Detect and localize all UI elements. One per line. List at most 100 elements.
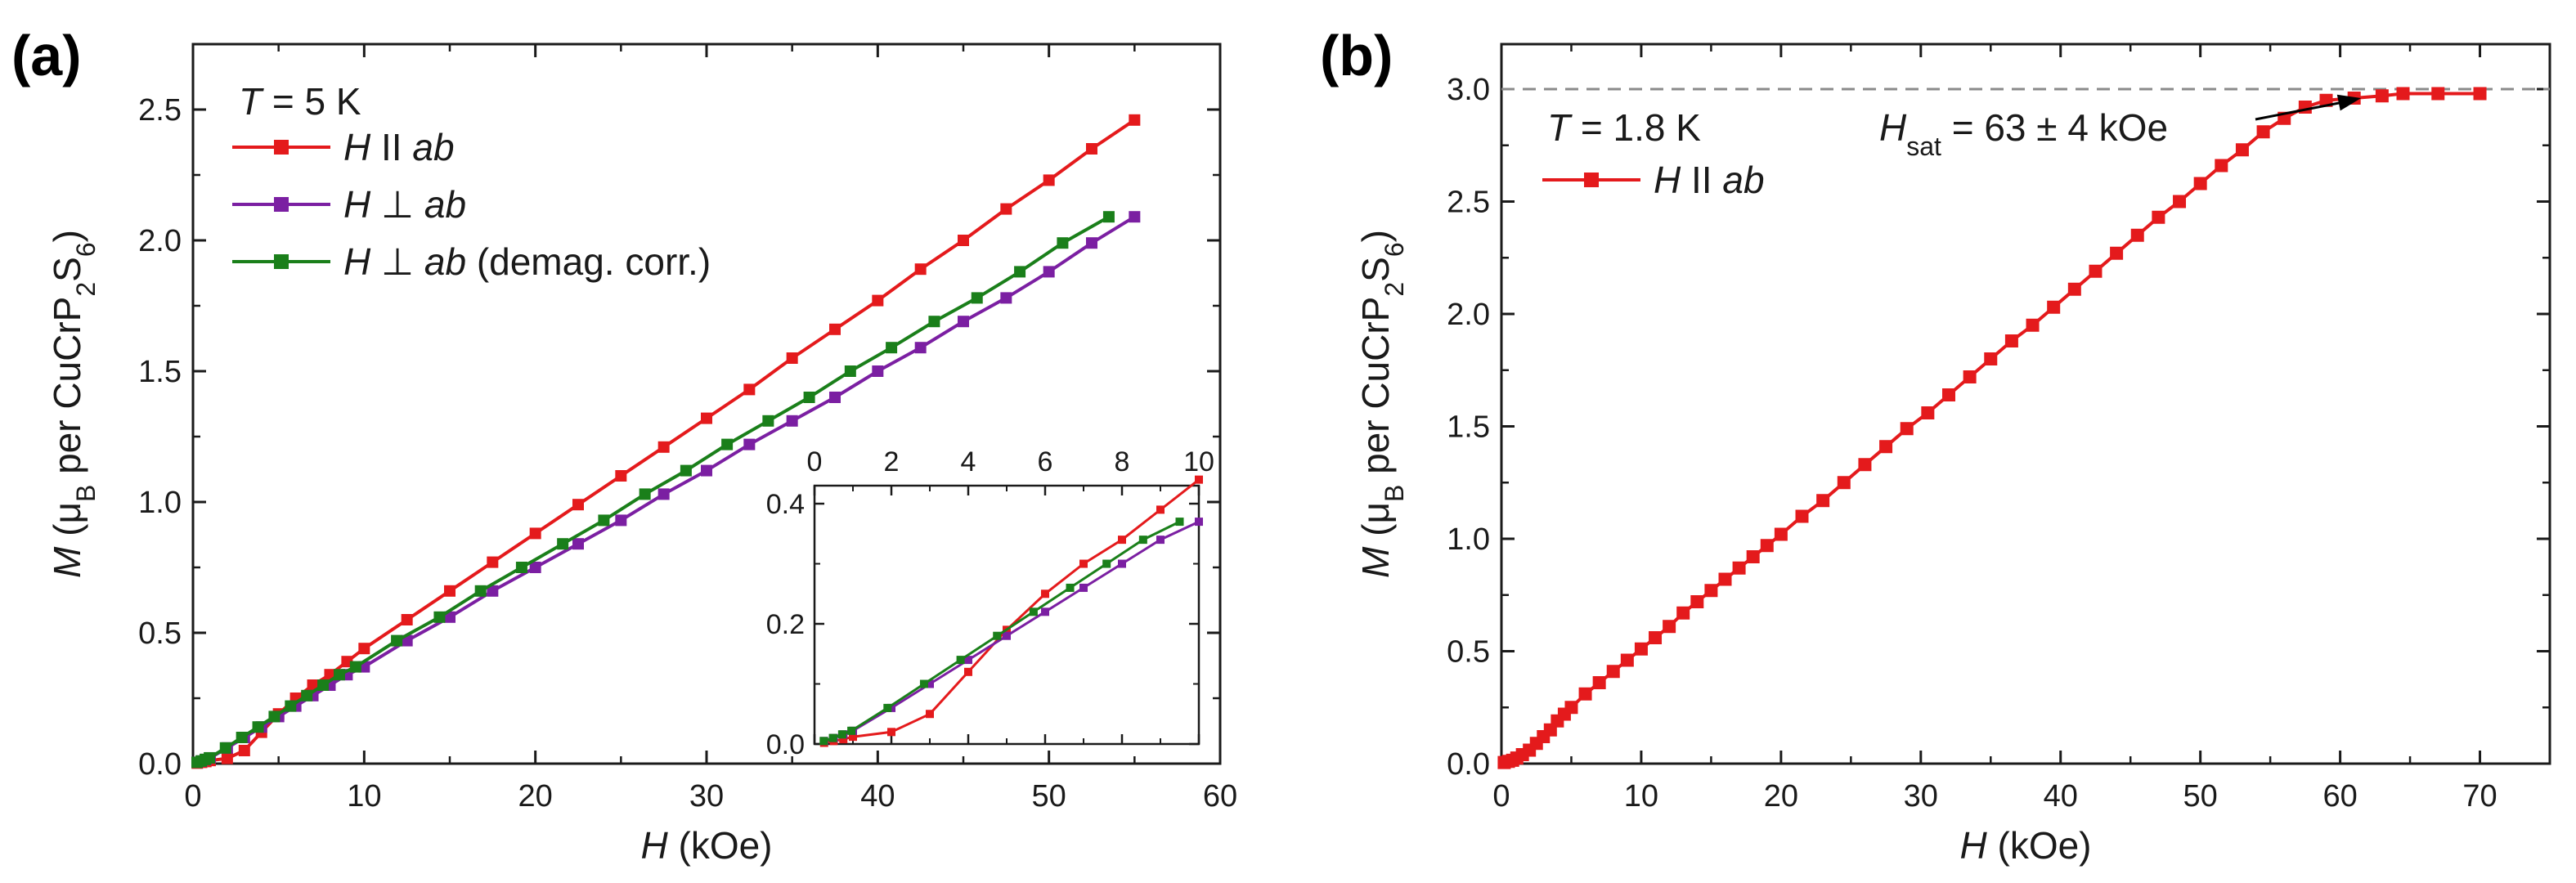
panel-b-series-marker-0 (1774, 527, 1788, 541)
panel-b-series-marker-0 (2152, 210, 2165, 224)
panel-b-series-marker-0 (1606, 665, 1620, 679)
panel-b-series-marker-0 (2110, 246, 2124, 260)
panel-a-series-marker-1 (1086, 237, 1097, 249)
panel-a-series-marker-2 (1057, 237, 1069, 249)
panel-a-inset-xtick-label: 4 (961, 446, 976, 477)
panel-b-series-marker-0 (1578, 687, 1592, 701)
panel-a-series-marker-2 (301, 689, 313, 701)
panel-a-inset-series-marker-2 (1066, 583, 1075, 592)
panel-a-inset-series-marker-2 (993, 631, 1002, 640)
panel-a-series-marker-2 (204, 751, 216, 764)
panel-a-series-marker-1 (958, 316, 969, 328)
panel-b-series-marker-0 (1746, 550, 1760, 563)
panel-b-series-marker-0 (1900, 422, 1914, 436)
panel-a-series-marker-2 (1014, 266, 1026, 278)
panel-b-axes-frame (1500, 43, 2551, 765)
panel-b-series-marker-0 (2473, 87, 2487, 101)
panel-a-series-marker-2 (639, 488, 651, 500)
panel-a-temperature-label: T = 5 K (239, 80, 361, 123)
panel-a-inset-series-marker-0 (1156, 505, 1165, 514)
panel-a-inset-series-marker-2 (819, 737, 828, 746)
panel-b-series-marker-0 (2089, 264, 2103, 278)
panel-a-series-marker-1 (1129, 211, 1141, 223)
panel-a-series-marker-0 (401, 614, 413, 625)
panel-b-ytick-label: 1.5 (1447, 410, 1490, 445)
panel-a-series-marker-0 (872, 294, 884, 307)
panel-a-legend-label-0: H II ab (343, 126, 455, 168)
panel-b-series-marker-0 (1984, 352, 1998, 365)
panel-a-series-marker-2 (928, 316, 940, 328)
panel-a-series-marker-0 (487, 556, 499, 568)
panel-a-xtick-label: 60 (1203, 779, 1237, 814)
panel-a-series-marker-2 (844, 365, 856, 377)
panel-a-series-marker-1 (487, 585, 499, 597)
panel-a-inset: 0 2 4 6 8 10 0.0 0.2 0.4 (766, 446, 1214, 760)
panel-b-ytick-label: 2.0 (1447, 298, 1490, 332)
panel-a-series-marker-1 (572, 538, 584, 550)
panel-a-inset-series-marker-0 (849, 733, 857, 742)
panel-a-legend-marker-1 (274, 197, 289, 212)
panel-a-xtick-label: 20 (518, 779, 553, 814)
panel-b-series-marker-0 (1634, 642, 1648, 656)
panel-a-inset-xtick-label: 8 (1115, 446, 1130, 477)
panel-a-series-marker-0 (615, 470, 627, 482)
panel-a-series-marker-2 (219, 742, 231, 754)
panel-a-series-marker-2 (391, 634, 403, 647)
panel-b-series-marker-0 (1718, 572, 1732, 586)
panel-b-series-marker-0 (1732, 561, 1746, 575)
panel-a-series-marker-2 (515, 562, 527, 573)
panel-a-ytick-label: 1.0 (138, 486, 182, 520)
panel-b-series-marker-0 (2375, 89, 2389, 103)
panel-b-series-marker-0 (2256, 125, 2270, 139)
panel-b-series-marker-0 (2173, 195, 2187, 208)
panel-a-series-marker-0 (238, 745, 250, 756)
panel-a-series-marker-2 (803, 392, 815, 403)
panel-a-inset-series-marker-1 (1003, 631, 1011, 640)
panel-b-series-marker-0 (1592, 676, 1606, 689)
panel-a-inset-ytick-label: 0.4 (766, 489, 805, 520)
panel-a-series-marker-0 (1129, 114, 1141, 126)
panel-a-series-marker-1 (529, 562, 541, 573)
panel-a-ytick-label: 0.0 (138, 747, 182, 782)
panel-b-series-marker-0 (2193, 177, 2207, 190)
panel-a-inset-series-marker-2 (1029, 607, 1038, 616)
panel-a-inset-series-marker-0 (887, 728, 895, 737)
panel-a-series-marker-2 (252, 721, 264, 733)
panel-a-legend-label-1: H ⊥ ab (343, 183, 466, 226)
panel-a-panel-label: (a) (11, 24, 82, 87)
panel-a-legend-marker-0 (274, 140, 289, 155)
panel-a-series-marker-0 (657, 441, 670, 453)
panel-a-inset-xtick-label: 0 (807, 446, 823, 477)
panel-a-series-marker-2 (285, 700, 297, 712)
panel-b-xaxis-title: H (kOe) (1959, 824, 2091, 867)
panel-b-yaxis-title: M (μB per CuCrP2S6) (1354, 230, 1409, 578)
panel-a-inset-series-marker-1 (1156, 536, 1165, 545)
panel-a-xtick-label: 50 (1032, 779, 1066, 814)
panel-a-xtick-label: 40 (860, 779, 895, 814)
panel-a-series-marker-0 (829, 323, 841, 335)
panel-a-series-marker-1 (914, 342, 927, 354)
panel-a-inset-series-marker-0 (1195, 475, 1203, 484)
panel-b-plot: (b) 0 10 20 30 40 50 60 70 0.0 0.5 1.0 1.5 2.0 2.5 3.0 H… (1320, 24, 2551, 867)
panel-b-series-marker-0 (1879, 440, 1893, 454)
panel-b-series-marker-0 (1676, 606, 1690, 620)
panel-a-inset-series-marker-2 (837, 730, 846, 739)
panel-b-series-marker-0 (1564, 701, 1578, 715)
panel-b-ytick-label: 0.5 (1447, 635, 1490, 670)
panel-b-series-marker-0 (2235, 143, 2249, 157)
panel-a-inset-ytick-label: 0.0 (766, 729, 805, 760)
panel-a-series-marker-1 (786, 415, 798, 427)
panel-b-series-marker-0 (1837, 476, 1851, 490)
panel-b-series-marker-0 (1941, 388, 1955, 401)
panel-b-saturation-label: Hsat = 63 ± 4 kOe (1879, 106, 2168, 161)
panel-a-inset-series-marker-2 (828, 733, 837, 742)
panel-a-inset-series-marker-0 (1079, 559, 1088, 568)
panel-a-xtick-label: 0 (184, 779, 201, 814)
panel-b-series-marker-0 (2396, 87, 2410, 101)
panel-a-series-marker-1 (1043, 266, 1055, 278)
panel-a-series-marker-2 (474, 585, 487, 597)
panel-a-inset-series-marker-1 (1079, 583, 1088, 592)
panel-b-ytick-label: 0.0 (1447, 747, 1490, 782)
